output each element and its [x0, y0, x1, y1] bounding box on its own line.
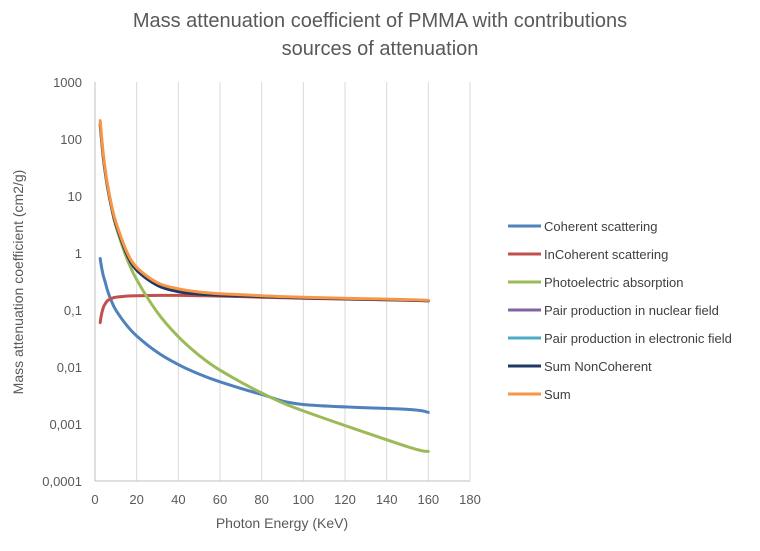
y-tick-labels: 0,0001 0,001 0,01 0,1 1 10 100 1000: [42, 75, 82, 489]
x-tick-label: 0: [91, 492, 98, 507]
y-tick-label: 1: [75, 246, 82, 261]
legend: Coherent scattering InCoherent scattering…: [508, 219, 732, 402]
x-tick-label: 60: [213, 492, 227, 507]
series-line-sum-noncoherent: [98, 122, 430, 303]
legend-label: InCoherent scattering: [544, 247, 668, 262]
legend-label: Pair production in electronic field: [544, 331, 732, 346]
gridlines: [136, 82, 471, 481]
legend-item-incoherent-scattering: InCoherent scattering: [508, 247, 668, 262]
legend-item-coherent-scattering: Coherent scattering: [508, 219, 657, 234]
legend-label: Sum: [544, 387, 571, 402]
series-line-sum: [98, 119, 430, 302]
y-tick-label: 1000: [53, 75, 82, 90]
axes: [94, 82, 470, 482]
chart-title-line-2: sources of attenuation: [282, 38, 479, 60]
legend-item-photoelectric-absorption: Photoelectric absorption: [508, 275, 683, 290]
legend-label: Coherent scattering: [544, 219, 657, 234]
y-axis-title: Mass attenuation coefficient (cm2/g): [10, 170, 26, 395]
y-tick-label: 0,001: [49, 417, 82, 432]
legend-label: Pair production in nuclear field: [544, 303, 719, 318]
y-tick-label: 0,01: [57, 360, 82, 375]
legend-label: Sum NonCoherent: [544, 359, 652, 374]
chart-title: Mass attenuation coefficient of PMMA wit…: [133, 10, 627, 60]
x-tick-label: 80: [254, 492, 268, 507]
legend-item-pair-production-in-nuclear-field: Pair production in nuclear field: [508, 303, 719, 318]
legend-item-pair-production-in-electronic-field: Pair production in electronic field: [508, 331, 732, 346]
x-tick-label: 160: [417, 492, 439, 507]
legend-label: Photoelectric absorption: [544, 275, 683, 290]
x-tick-label: 20: [129, 492, 143, 507]
series-lines: [98, 119, 430, 453]
x-axis-title: Photon Energy (KeV): [216, 515, 348, 531]
legend-item-sum: Sum: [508, 387, 571, 402]
y-tick-label: 10: [68, 189, 82, 204]
y-tick-label: 0,1: [64, 303, 82, 318]
y-tick-label: 100: [60, 132, 82, 147]
series-line-photoelectric-absorption: [98, 122, 430, 453]
x-tick-labels: 0 20 40 60 80 100 120 140 160 180: [91, 492, 480, 507]
x-tick-label: 180: [459, 492, 481, 507]
x-tick-label: 120: [334, 492, 356, 507]
y-tick-label: 0,0001: [42, 474, 82, 489]
chart-title-line-1: Mass attenuation coefficient of PMMA wit…: [133, 10, 627, 32]
x-tick-label: 40: [171, 492, 185, 507]
x-tick-label: 100: [292, 492, 314, 507]
x-tick-label: 140: [376, 492, 398, 507]
legend-item-sum-noncoherent: Sum NonCoherent: [508, 359, 652, 374]
